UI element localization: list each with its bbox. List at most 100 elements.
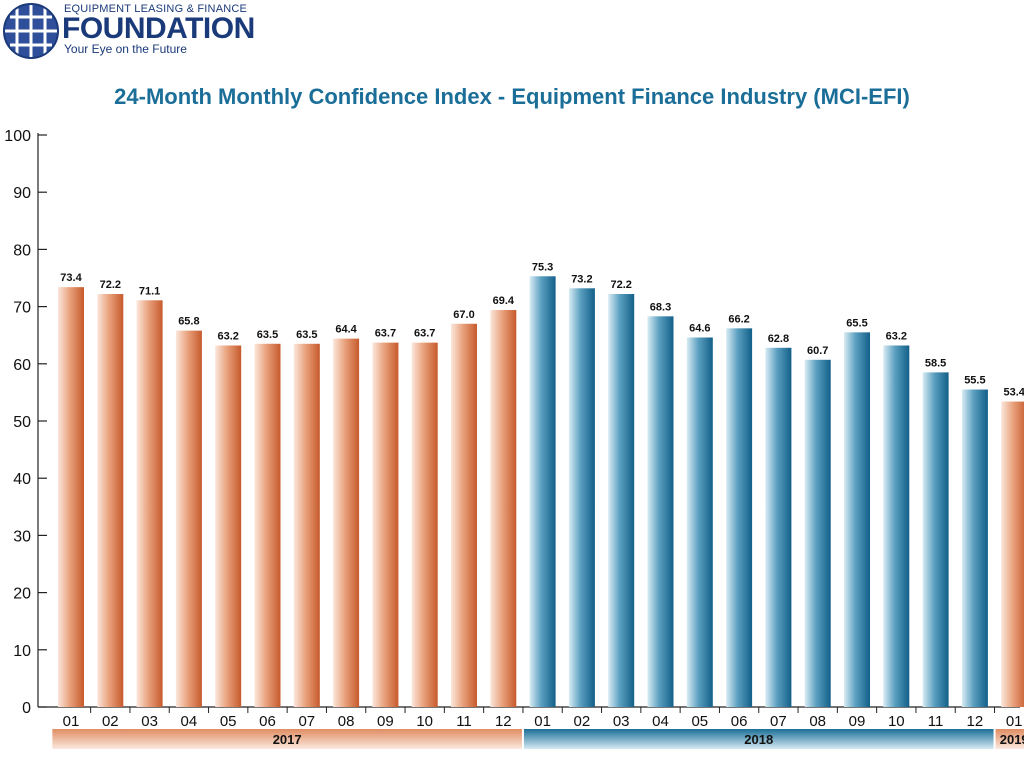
- bar-value-label: 68.3: [650, 301, 671, 313]
- x-tick-label: 05: [691, 713, 708, 730]
- bar-value-label: 58.5: [925, 357, 946, 369]
- x-tick-label: 06: [731, 713, 748, 730]
- foundation-logo: EQUIPMENT LEASING & FINANCE FOUNDATION Y…: [0, 0, 280, 60]
- bar: [961, 389, 988, 707]
- year-bands: 2017 2018 2019: [52, 729, 1024, 749]
- y-tick-label: 70: [13, 300, 31, 317]
- bar: [726, 328, 753, 707]
- x-tick-label: 08: [338, 713, 355, 730]
- bar-value-label: 72.2: [100, 279, 121, 291]
- bar: [58, 287, 84, 707]
- bar: [844, 332, 870, 707]
- bar: [175, 330, 202, 707]
- bar-value-label: 63.7: [414, 328, 435, 340]
- bar: [922, 372, 949, 707]
- year-label: 2017: [273, 732, 302, 747]
- bar: [293, 343, 320, 707]
- x-tick-label: 12: [495, 713, 512, 730]
- bar-value-label: 60.7: [807, 345, 828, 357]
- year-band: [52, 729, 522, 749]
- x-tick-label: 11: [456, 713, 472, 730]
- bar-value-label: 67.0: [453, 309, 474, 321]
- y-tick-label: 0: [22, 700, 31, 717]
- bar-value-label: 53.4: [1003, 387, 1024, 399]
- x-tick-label: 04: [181, 713, 198, 730]
- y-tick-label: 30: [13, 528, 31, 545]
- bar: [411, 342, 438, 707]
- bar: [215, 345, 242, 707]
- bar-value-label: 73.4: [60, 272, 82, 284]
- chart-title: 24-Month Monthly Confidence Index - Equi…: [114, 84, 910, 109]
- x-tick-label: 11: [928, 713, 944, 730]
- bar-value-label: 72.2: [610, 279, 631, 291]
- bar: [647, 316, 674, 707]
- bar: [686, 337, 713, 707]
- y-tick-label: 90: [13, 185, 31, 202]
- bar: [333, 338, 360, 707]
- x-tick-label: 01: [534, 713, 551, 730]
- x-tick-label: 05: [220, 713, 237, 730]
- x-tick-label: 10: [888, 713, 905, 730]
- bar: [765, 347, 792, 707]
- y-tick-label: 60: [13, 357, 31, 374]
- y-tick-label: 100: [4, 128, 31, 145]
- bar-value-label: 63.5: [257, 329, 278, 341]
- bar-value-label: 63.5: [296, 329, 317, 341]
- x-tick-label: 09: [849, 713, 866, 730]
- x-tick-label: 04: [652, 713, 669, 730]
- y-tick-label: 20: [13, 586, 31, 603]
- bar: [254, 343, 281, 707]
- year-label: 2019: [1000, 732, 1024, 747]
- x-tick-label: 01: [1006, 713, 1023, 730]
- x-tick-label: 06: [259, 713, 276, 730]
- bar: [451, 323, 477, 707]
- bar-layer: [58, 276, 1024, 707]
- bar: [804, 359, 831, 707]
- bar: [490, 310, 517, 707]
- y-tick-label: 50: [13, 414, 31, 431]
- bar: [883, 345, 910, 707]
- bar-value-label: 66.2: [728, 313, 749, 325]
- globe-icon: [3, 3, 59, 59]
- bar-value-label: 73.2: [571, 273, 592, 285]
- bar: [1001, 401, 1024, 707]
- bar-value-label: 63.2: [886, 330, 907, 342]
- x-tick-label: 02: [102, 713, 119, 730]
- year-band: [523, 729, 994, 749]
- x-tick-label: 10: [416, 713, 433, 730]
- bar-value-label: 62.8: [768, 333, 789, 345]
- x-tick-label: 08: [809, 713, 826, 730]
- bar-value-label: 55.5: [964, 375, 985, 387]
- x-tick-label: 09: [377, 713, 394, 730]
- x-tick-label: 12: [967, 713, 984, 730]
- bar: [372, 342, 399, 707]
- bar-value-label: 69.4: [493, 295, 515, 307]
- bar-value-label: 65.5: [846, 317, 867, 329]
- logo-tagline: Your Eye on the Future: [64, 42, 187, 56]
- bar-value-label: 75.3: [532, 261, 553, 273]
- year-label: 2018: [744, 732, 773, 747]
- bar-value-label: 63.7: [375, 328, 396, 340]
- x-tick-label: 01: [63, 713, 80, 730]
- bar: [97, 294, 124, 707]
- x-tick-label: 07: [770, 713, 787, 730]
- bar-value-label: 64.4: [335, 324, 357, 336]
- bar: [608, 294, 635, 707]
- y-tick-label: 40: [13, 471, 31, 488]
- x-tick-label: 03: [613, 713, 630, 730]
- y-tick-label: 80: [13, 242, 31, 259]
- y-tick-label: 10: [13, 643, 31, 660]
- label-layer: 73.4 01 72.2 02 71.1 03 65.8 04 63.2 05 63.5 06 63.5…: [60, 261, 1024, 730]
- bar-value-label: 71.1: [139, 285, 160, 297]
- logo-small-text: EQUIPMENT LEASING & FINANCE: [64, 3, 248, 15]
- bar: [568, 288, 595, 707]
- x-tick-label: 07: [298, 713, 315, 730]
- bar: [136, 300, 163, 707]
- x-tick-label: 02: [574, 713, 591, 730]
- bar-value-label: 63.2: [217, 330, 238, 342]
- bar-value-label: 65.8: [178, 316, 199, 328]
- year-band: [995, 729, 1024, 749]
- x-tick-label: 03: [141, 713, 158, 730]
- bar: [529, 276, 556, 707]
